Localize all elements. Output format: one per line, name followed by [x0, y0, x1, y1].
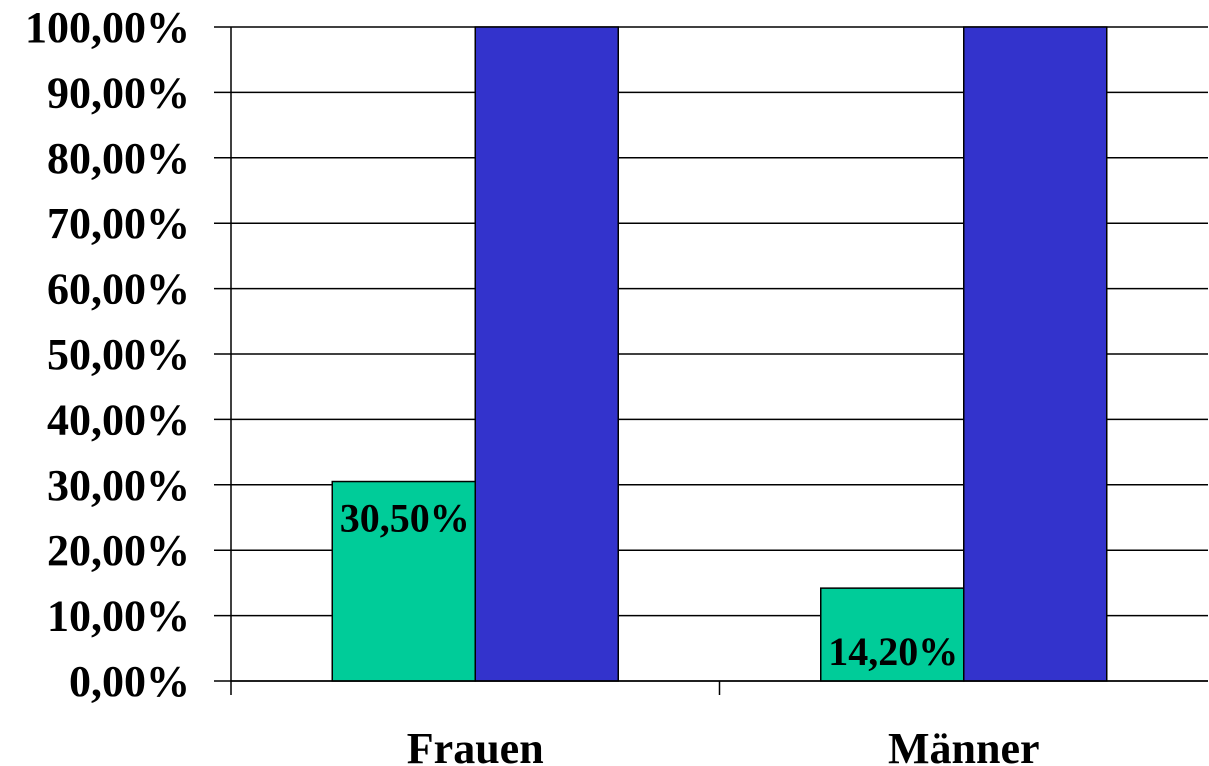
bars	[331, 26, 1108, 682]
y-tick-label: 20,00%	[47, 526, 190, 575]
labels: 0,00% 10,00% 20,00% 30,00% 40,00% 50,00% 60,00…	[25, 3, 1040, 766]
x-category-label: Frauen	[407, 724, 544, 766]
bar-frauen-series-2	[474, 26, 619, 682]
bar-frauen-series-1	[331, 480, 476, 682]
y-tick-label: 50,00%	[47, 330, 190, 379]
x-category-label: Männer	[888, 724, 1040, 766]
bar-mnner-series-1	[820, 587, 965, 682]
y-tick-label: 100,00%	[25, 3, 190, 52]
y-tick-label: 0,00%	[69, 657, 190, 706]
y-tick-label: 30,00%	[47, 461, 190, 510]
y-tick-label: 10,00%	[47, 592, 190, 641]
y-tick-label: 60,00%	[47, 265, 190, 314]
y-tick-label: 80,00%	[47, 134, 190, 183]
data-label: 14,20%	[828, 629, 958, 674]
axes	[230, 27, 1208, 695]
y-tick-label: 90,00%	[47, 68, 190, 117]
bar-mnner-series-2	[963, 26, 1108, 682]
data-label: 30,50%	[340, 496, 470, 541]
y-tick-label: 70,00%	[47, 199, 190, 248]
y-tick-label: 40,00%	[47, 395, 190, 444]
